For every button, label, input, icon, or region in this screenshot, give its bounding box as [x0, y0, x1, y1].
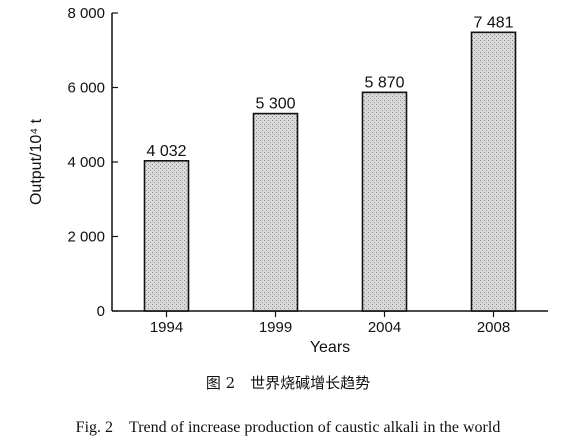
data-label: 4 032 [146, 143, 186, 160]
y-axis-title: Output/10⁴ t [28, 118, 45, 205]
data-label: 5 870 [364, 74, 404, 91]
x-axis-title: Years [310, 339, 350, 356]
figure-caption-chinese: 图 2 世界烧碱增长趋势 [205, 374, 371, 392]
bar-2004 [361, 91, 408, 312]
y-tick-label: 8 000 [67, 5, 105, 22]
bar-2008 [470, 31, 517, 312]
bar-chart: 0 2 000 4 000 6 000 8 000 1994 4 032 1999 5 300 2… [28, 5, 548, 356]
y-tick-label: 6 000 [67, 80, 105, 97]
x-tick-label: 1994 [150, 319, 183, 336]
y-tick-label: 2 000 [67, 229, 105, 246]
y-tick-label: 0 [97, 303, 105, 320]
figure-caption-english: Fig. 2 Trend of increase production of c… [75, 419, 501, 436]
x-tick-label: 2008 [477, 319, 510, 336]
bar-1999 [252, 112, 299, 312]
x-tick-label: 2004 [368, 319, 401, 336]
data-label: 5 300 [255, 96, 295, 113]
bars [143, 31, 517, 312]
labels: 0 2 000 4 000 6 000 8 000 1994 4 032 1999 5 300 2… [28, 5, 514, 356]
data-label: 7 481 [473, 14, 513, 31]
y-tick-label: 4 000 [67, 154, 105, 171]
bar-1994 [143, 160, 190, 312]
x-tick-label: 1999 [259, 319, 292, 336]
